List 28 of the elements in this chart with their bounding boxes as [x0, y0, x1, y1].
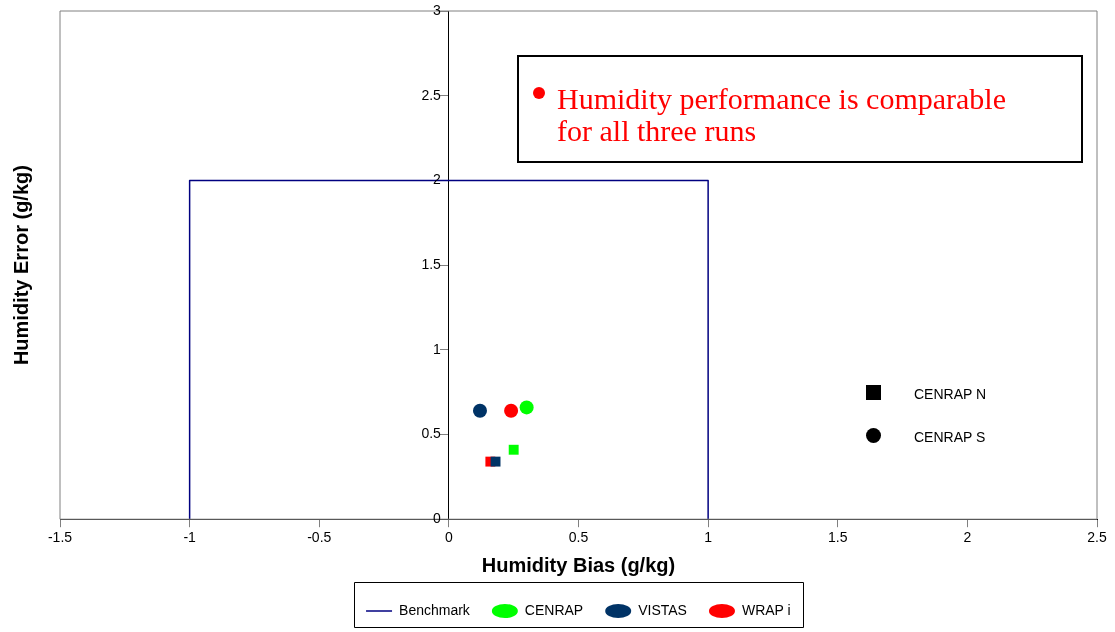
- annotation: CENRAP N: [914, 386, 987, 402]
- point: [519, 400, 534, 415]
- x-tick-label: -0.5: [307, 529, 332, 546]
- x-tick-label: 2.5: [1087, 529, 1107, 546]
- y-tick-label: 0.5: [421, 425, 442, 442]
- x-tick-label: 1.5: [828, 529, 848, 546]
- y-tick-label: 1: [433, 340, 442, 357]
- legend-label: CENRAP: [524, 601, 584, 618]
- y-tick-label: 2.5: [421, 86, 442, 103]
- legend-label: VISTAS: [638, 601, 687, 618]
- point: [504, 403, 519, 418]
- annotation: Humidity performance is comparable for all three runs: [557, 82, 1007, 147]
- x-tick-label: 0.5: [568, 529, 589, 546]
- legend-label: WRAP i: [741, 601, 791, 618]
- point: [472, 403, 487, 418]
- x-tick-label: 1: [704, 529, 713, 546]
- legend-label: Benchmark: [399, 601, 471, 618]
- y-tick-label: 3: [433, 1, 442, 18]
- x-tick-label: -1: [183, 529, 197, 546]
- x-axis-title: Humidity Bias (g/kg): [481, 553, 676, 576]
- y-axis-title: Humidity Error (g/kg): [9, 165, 32, 366]
- x-tick-label: 0: [444, 529, 453, 546]
- point: [490, 456, 501, 467]
- x-tick-label: 2: [963, 529, 972, 546]
- annotation: CENRAP S: [914, 429, 986, 445]
- point: [508, 444, 519, 455]
- y-tick-label: 1.5: [421, 255, 442, 272]
- x-tick-label: -1.5: [47, 529, 73, 546]
